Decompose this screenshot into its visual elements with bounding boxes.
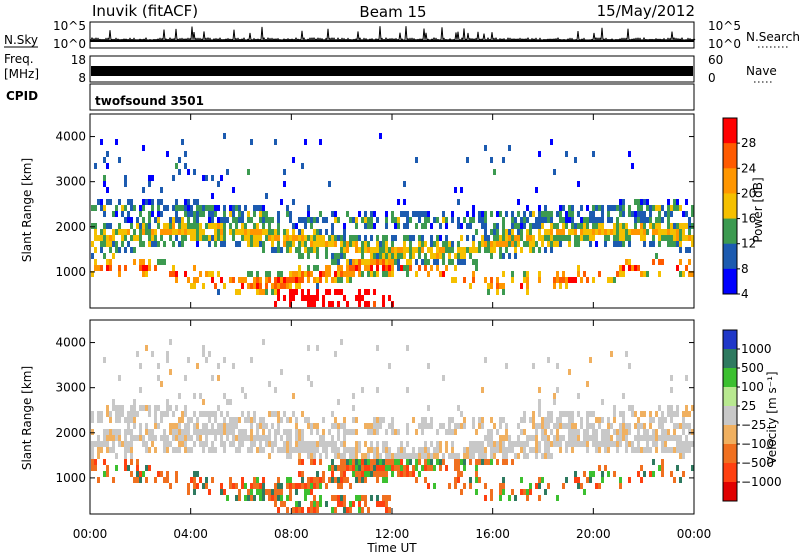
colorbar-tick-label: 1000 [741,342,772,356]
noise-sky-trace [89,26,696,42]
freq-label-line1: Freq. [4,52,34,66]
power-ytick-label: 1000 [55,265,86,279]
colorbar-tick-label: 28 [741,136,756,150]
noise-right-tick-top: 10^5 [708,19,741,33]
power-ytick-label: 4000 [55,130,86,144]
noise-left-tick-top: 10^5 [53,19,86,33]
freq-left-tick-top: 18 [71,53,86,67]
freq-label-line2: [MHz] [4,67,39,81]
vel-ytick-label: 3000 [55,381,86,395]
nave-right-tick-bottom: 0 [708,71,716,85]
xtick-label: 04:00 [173,527,208,541]
velocity-heatmap-cells [91,339,694,513]
noise-right-tick-bottom: 10^0 [708,37,741,51]
colorbar-tick-label: 24 [741,161,756,175]
xaxis-label: Time UT [366,541,417,554]
colorbar-tick-label: 100 [741,380,764,394]
velocity-colorbar-label: Velocity [m s⁻¹] [765,371,779,464]
xtick-label: 12:00 [375,527,410,541]
colorbar-tick-label: 8 [741,262,749,276]
vel-ytick-label: 2000 [55,426,86,440]
power-colorbar-label: Power [dB] [751,177,765,242]
xtick-label: 16:00 [475,527,510,541]
nave-right-tick-top: 60 [708,53,723,67]
power-heatmap-cells [91,133,694,307]
colorbar-tick-label: 4 [741,287,749,301]
colorbar-tick-label: −25 [741,418,766,432]
power-colorbar: 28 24 20 16 12 8 4 [722,117,756,301]
xtick-label: 00:00 [677,527,712,541]
colorbar-tick-label: −1000 [741,475,782,489]
colorbar-tick-label: 20 [741,186,756,200]
velocity-ylabel: Slant Range [km] [20,366,34,470]
cpid-name: twofsound 3501 [95,94,204,108]
freq-left-tick-bottom: 8 [78,71,86,85]
velocity-panel: 1000 2000 3000 4000 Slant Range [km] 1000 50… [20,319,782,515]
station-title: Inuvik (fitACF) [92,2,198,20]
nsky-label: N.Sky [4,33,38,47]
time-axis: 00:00 04:00 08:00 12:00 16:00 20:00 00:00 [73,114,712,541]
velocity-colorbar: 1000 500 100 25 −25 −100 −500 −1000 [722,329,782,502]
freq-nave-panel: Freq. [MHz] 18 8 60 0 Nave [4,52,777,85]
xtick-label: 08:00 [274,527,309,541]
date-title: 15/May/2012 [597,2,695,20]
colorbar-tick-label: −500 [741,456,774,470]
nave-label: Nave [746,64,777,78]
power-ytick-label: 2000 [55,220,86,234]
colorbar-tick-label: 25 [741,399,756,413]
power-ytick-label: 3000 [55,175,86,189]
freq-trace [91,66,693,76]
cpid-label: CPID [6,89,38,103]
colorbar-tick-label: 12 [741,237,756,251]
noise-left-tick-bottom: 10^0 [53,37,86,51]
power-ylabel: Slant Range [km] [20,158,34,262]
xtick-label: 00:00 [73,527,108,541]
cpid-panel [89,83,695,111]
colorbar-tick-label: 500 [741,361,764,375]
vel-ytick-label: 1000 [55,471,86,485]
noise-panel: N.Sky 10^5 10^0 10^5 10^0 N.Search [4,19,800,51]
colorbar-tick-label: −100 [741,437,774,451]
vel-ytick-label: 4000 [55,336,86,350]
power-panel: 1000 2000 3000 4000 Slant Range [km] 28 24 20… [20,113,765,309]
nsearch-label: N.Search [746,30,800,44]
xtick-label: 20:00 [576,527,611,541]
beam-title: Beam 15 [359,3,426,21]
colorbar-tick-label: 16 [741,212,756,226]
